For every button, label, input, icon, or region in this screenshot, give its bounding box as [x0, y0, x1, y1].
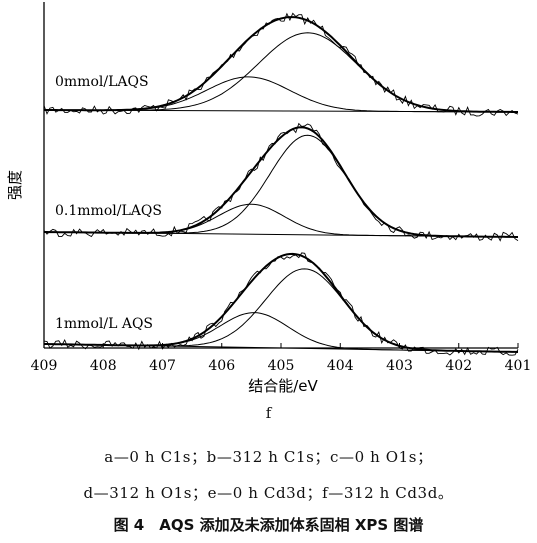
component-peak — [44, 32, 518, 113]
xps-chart: 0mmol/LAQS 0.1mmol/LAQS 1mmol/L AQS 409 408… — [6, 2, 532, 395]
panel-label: f — [265, 404, 272, 422]
component-peak — [44, 268, 519, 353]
series-label: 0.1mmol/LAQS — [55, 203, 162, 219]
x-tick-label: 403 — [386, 358, 413, 374]
figure-title: 图 4 AQS 添加及未添加体系固相 XPS 图谱 — [113, 516, 424, 534]
raw-spectrum — [43, 12, 519, 117]
x-tick-label: 404 — [327, 358, 354, 374]
raw-spectrum — [43, 122, 519, 242]
series-label: 0mmol/LAQS — [55, 74, 149, 90]
caption-legend-line-2: d—312 h O1s；e—0 h Cd3d；f—312 h Cd3d。 — [83, 484, 454, 502]
y-axis-label: 强度 — [6, 170, 24, 200]
x-tick-label: 408 — [90, 358, 117, 374]
fitted-envelope — [44, 252, 519, 353]
fitted-envelope — [44, 126, 518, 238]
raw-spectrum — [43, 252, 519, 356]
component-peak — [44, 134, 518, 238]
x-tick-label: 402 — [445, 358, 472, 374]
fitted-envelope — [44, 16, 518, 113]
x-axis-label: 结合能/eV — [248, 377, 318, 395]
x-tick-label: 401 — [505, 358, 532, 374]
x-tick-label: 407 — [149, 358, 176, 374]
series-label: 1mmol/L AQS — [55, 316, 153, 332]
x-tick-label: 405 — [268, 358, 295, 374]
x-tick-label: 406 — [208, 358, 235, 374]
caption-legend-line-1: a—0 h C1s；b—312 h C1s；c—0 h O1s； — [104, 448, 433, 466]
x-tick-label: 409 — [31, 358, 58, 374]
